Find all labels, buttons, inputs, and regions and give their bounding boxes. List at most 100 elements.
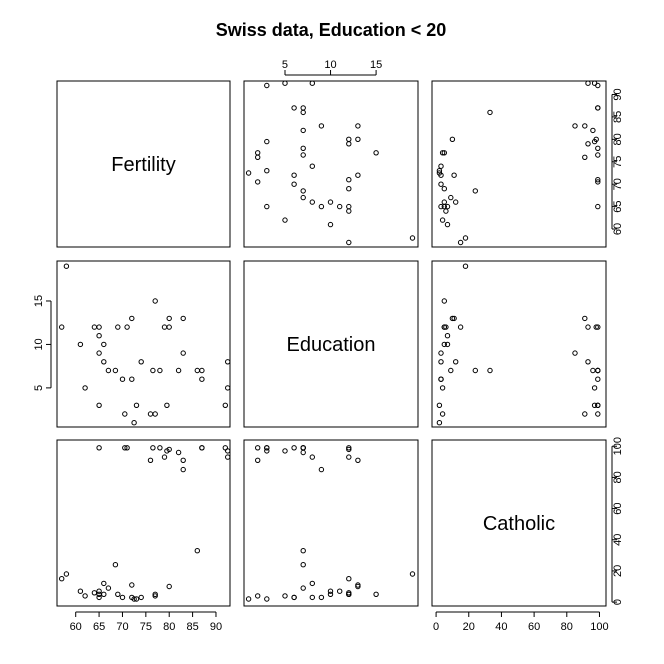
data-point [291,445,297,451]
data-point [112,562,119,568]
data-point [225,454,231,460]
data-point [175,449,182,456]
data-point [591,385,598,391]
data-point [451,172,457,178]
data-point [119,376,126,382]
data-point [300,127,306,134]
data-point [225,359,231,365]
data-point [346,454,352,460]
data-point [346,446,352,453]
data-point [122,411,128,417]
data-point [572,123,578,129]
data-point [161,324,168,330]
data-point [152,591,158,597]
tick-label: 80 [163,621,175,633]
data-point [300,445,306,451]
data-point [590,127,596,134]
data-point [346,136,352,143]
data-point [255,154,261,161]
data-point [264,203,270,210]
data-point [133,402,140,408]
data-point [166,446,172,453]
panel-education-fertility [56,260,231,428]
bottom-axis-catholic: 0 20 40 60 80 100 [433,611,609,633]
data-point [309,594,315,601]
data-point [327,591,334,597]
data-point [590,367,596,374]
data-point [595,367,601,374]
tick-label: 80 [612,133,624,145]
data-point [457,324,464,330]
tick-label: 40 [495,621,507,633]
data-point [59,576,65,582]
data-point [77,341,84,348]
data-point [199,367,205,374]
data-point [439,150,446,156]
data-point [122,445,128,451]
panel-catholic-education [243,439,419,607]
data-point [282,217,288,223]
data-point [119,594,126,601]
data-point [166,315,172,322]
data-point [346,141,352,147]
data-point [462,235,469,241]
data-point [355,582,361,588]
tick-label: 15 [33,295,45,307]
data-point [595,152,601,158]
tick-label: 60 [612,502,624,514]
data-point [355,136,361,143]
data-point [300,109,306,116]
tick-label: 40 [612,534,624,546]
data-point [129,582,135,588]
panel-fertility-fertility: Fertility [56,80,231,248]
data-point [264,596,270,602]
data-point [327,221,334,228]
data-point [63,571,70,577]
data-point [409,571,416,577]
data-point [180,457,186,463]
tick-label: 90 [210,621,222,633]
data-point [96,588,102,594]
panel-frame [56,439,231,607]
data-point [346,186,352,192]
data-point [438,163,444,169]
data-point [101,359,107,365]
tick-label: 75 [612,156,624,168]
data-point [101,341,107,348]
data-point [63,263,70,269]
data-point [91,590,98,596]
data-point [101,580,107,587]
right-axis-catholic: 0 20 40 60 80 100 [611,437,624,605]
data-point [438,181,444,187]
data-point [124,324,130,330]
tick-label: 65 [612,200,624,212]
panel-frame [56,260,231,428]
data-point [124,445,130,451]
data-point [133,596,140,602]
data-point [444,203,451,210]
tick-label: 60 [70,621,82,633]
data-point [180,350,186,356]
data-point [96,594,102,601]
data-point [264,82,270,89]
data-point [438,376,444,382]
data-point [91,324,98,330]
data-point [255,457,261,463]
panel-frame [431,80,607,248]
data-point [441,186,447,192]
panel-catholic-catholic: Catholic [431,439,607,607]
data-point [337,588,343,594]
data-point [131,596,137,602]
top-axis-education: 5 10 15 [282,59,382,76]
data-point [309,163,315,169]
data-point [438,359,444,365]
data-point [457,239,464,246]
data-point [373,150,379,156]
data-point [309,199,315,205]
tick-label: 85 [612,111,624,123]
data-point [77,588,84,594]
data-point [180,466,186,473]
data-point [443,324,449,330]
data-point [373,591,379,597]
data-point [346,208,352,214]
